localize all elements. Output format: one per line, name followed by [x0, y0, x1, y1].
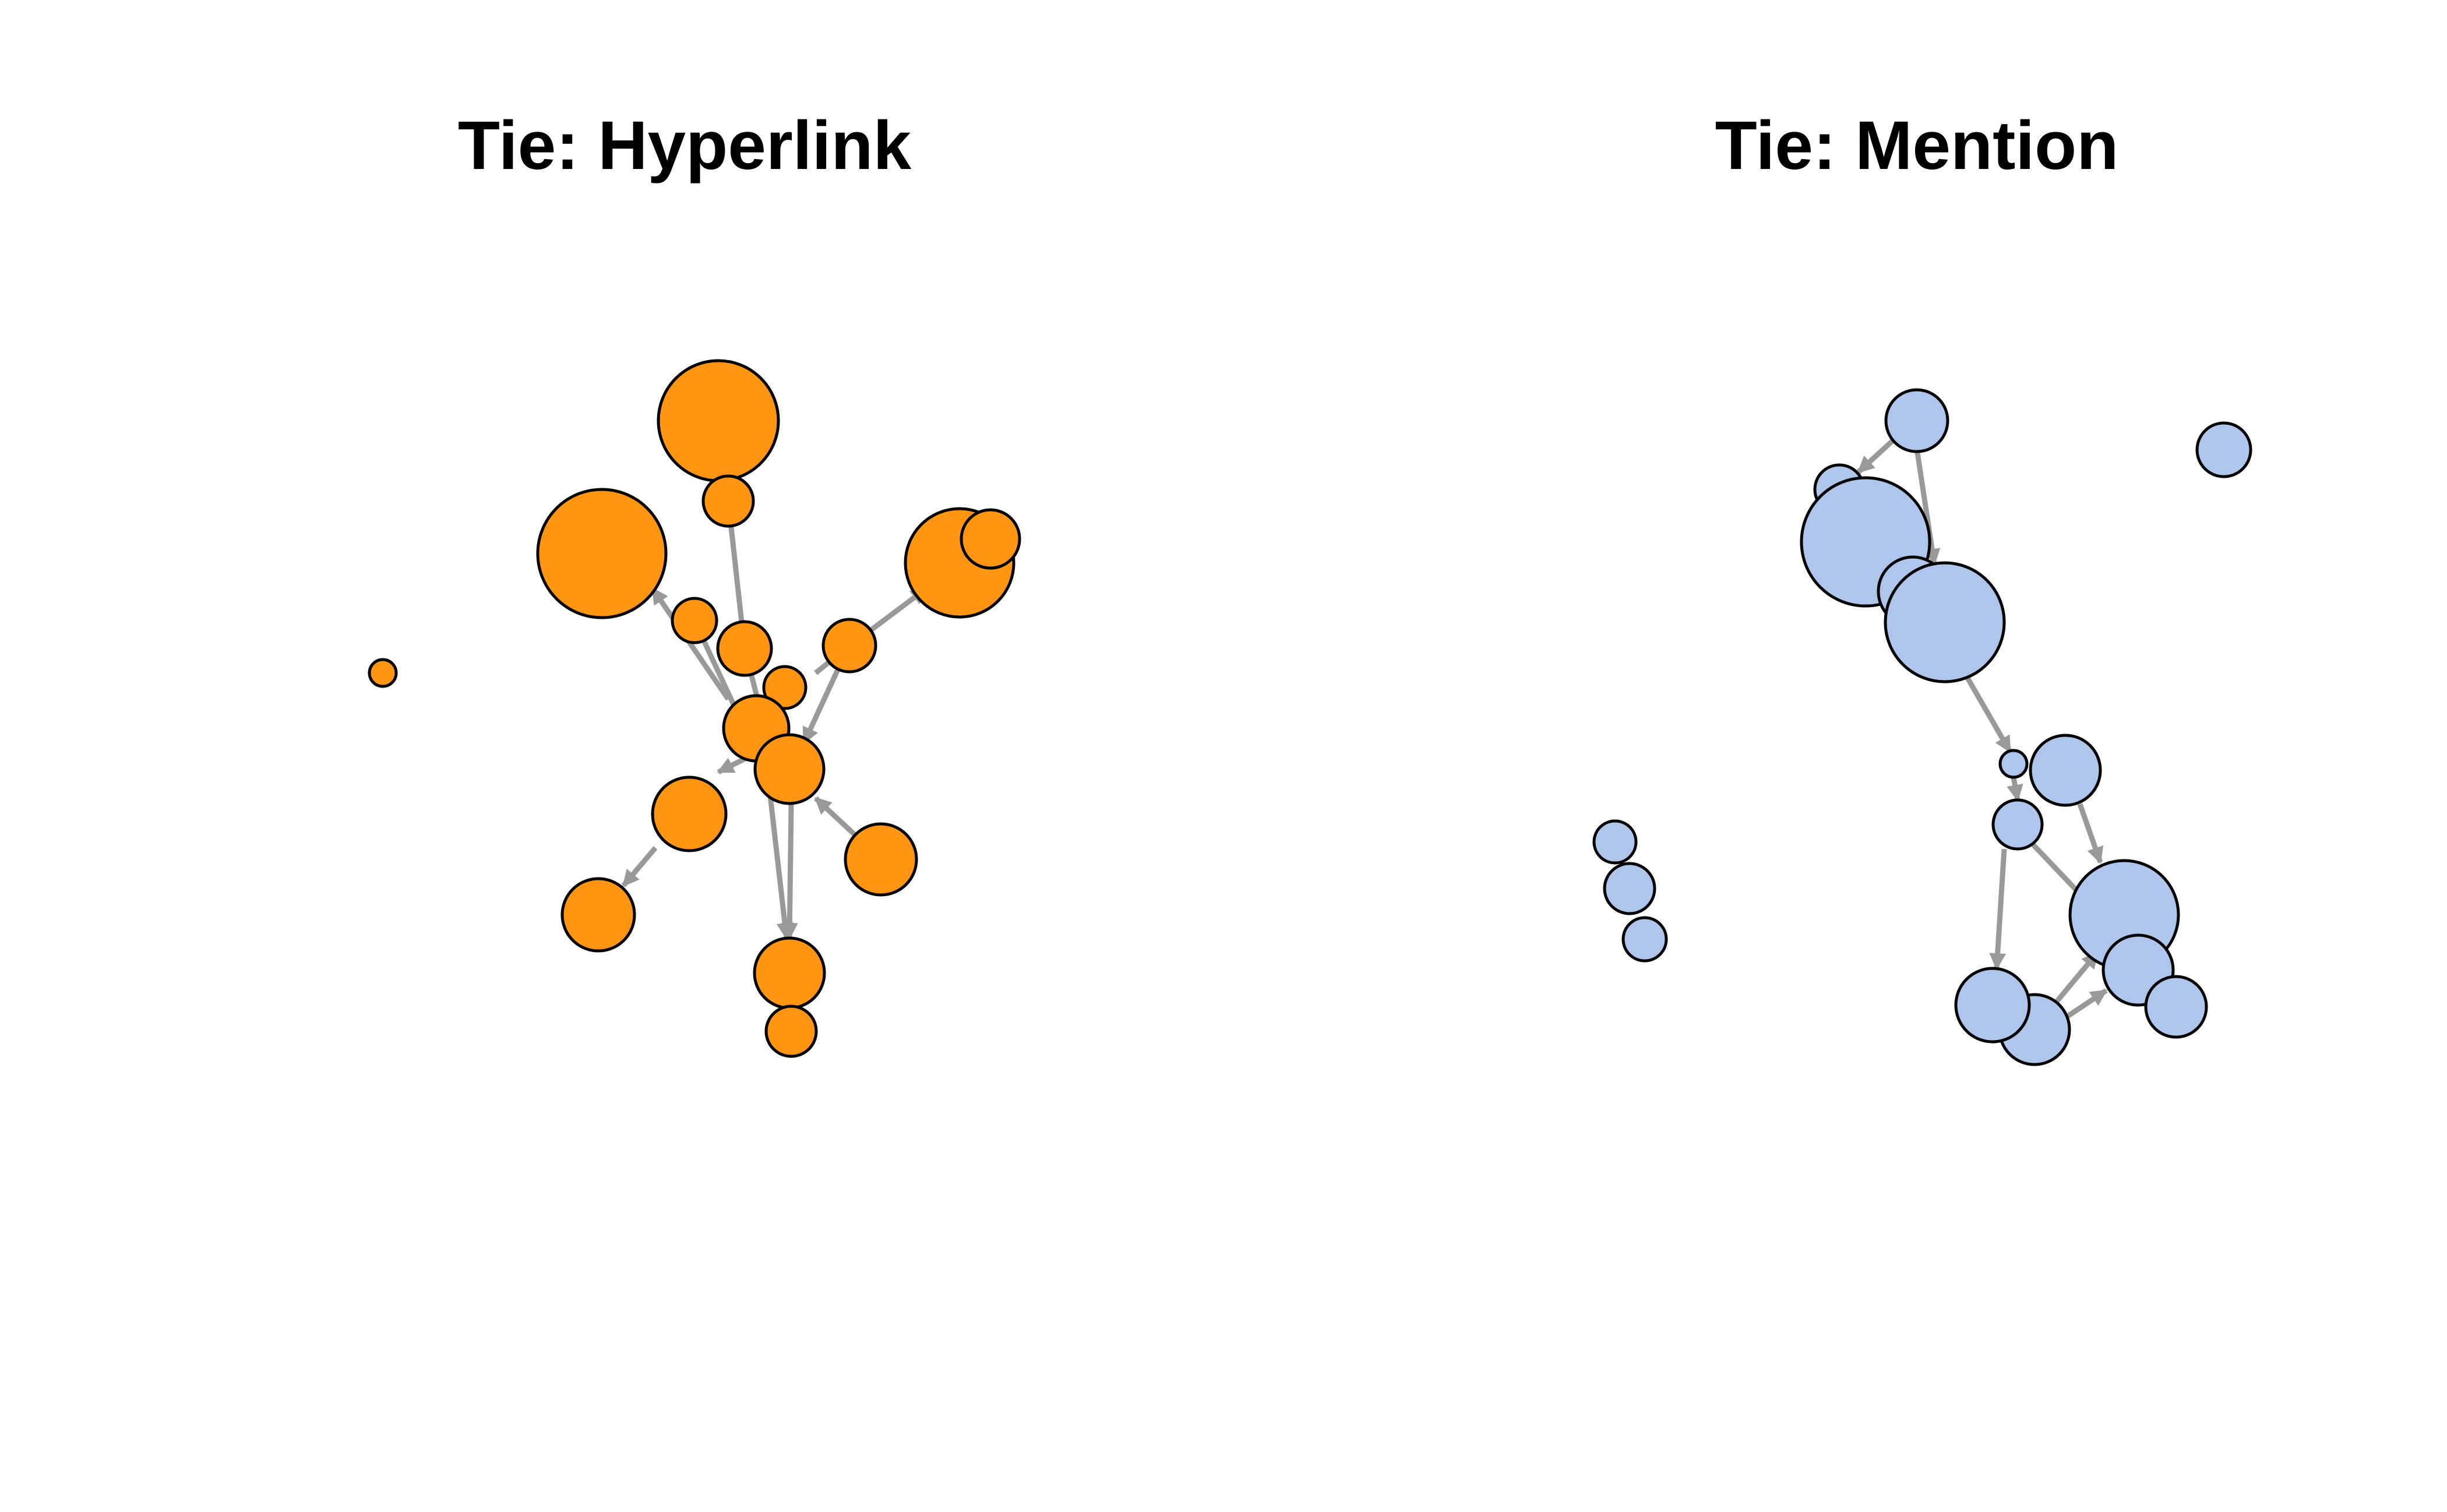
mention-node [1592, 819, 1638, 865]
edges-mention [1856, 438, 2108, 1022]
mention-edge [1964, 674, 2012, 753]
mention-edge [1989, 848, 2007, 970]
hyperlink-edge [650, 587, 731, 701]
mention-node [2144, 975, 2208, 1039]
mention-node [1998, 749, 2029, 779]
mention-edge [1856, 438, 1896, 474]
hyperlink-node [560, 877, 636, 953]
hyperlink-edge [801, 666, 842, 745]
hyperlink-node [960, 508, 1021, 570]
hyperlink-edge [781, 803, 798, 940]
mention-edge [1914, 448, 1941, 566]
mention-node [1621, 916, 1668, 963]
hyperlink-edge [813, 796, 862, 841]
mention-edge [2061, 988, 2108, 1022]
hyperlink-node [844, 822, 918, 897]
hyperlink-node [651, 776, 728, 852]
mention-edge [2077, 803, 2104, 864]
mention-node [2195, 421, 2252, 478]
nodes-hyperlink [368, 359, 1021, 1058]
mention-node [2029, 734, 2102, 807]
hyperlink-node [716, 620, 773, 677]
panel-title-hyperlink: Tie: Hyperlink [458, 107, 912, 184]
hyperlink-node [764, 1005, 818, 1058]
mention-node [1603, 862, 1656, 915]
hyperlink-node [701, 474, 755, 528]
mention-node [1954, 967, 2031, 1044]
hyperlink-node [762, 665, 808, 710]
hyperlink-edge [717, 755, 749, 775]
hyperlink-node [821, 618, 877, 674]
hyperlink-edge [621, 846, 658, 887]
mention-edge [2007, 777, 2023, 802]
mention-edge [2051, 951, 2100, 1007]
nodes-mention [1592, 388, 2252, 1066]
panel-mention: Tie: Mention [1592, 107, 2252, 1066]
mention-node [1884, 561, 2006, 683]
hyperlink-node [536, 488, 668, 619]
hyperlink-node [753, 936, 826, 1010]
mention-node [1991, 798, 2044, 851]
hyperlink-node [753, 733, 826, 805]
panel-hyperlink: Tie: Hyperlink [368, 107, 1021, 1058]
hyperlink-node [657, 359, 780, 482]
mention-node [1884, 388, 1949, 453]
hyperlink-node [368, 658, 398, 688]
hyperlink-node [671, 597, 718, 644]
panel-title-mention: Tie: Mention [1715, 107, 2119, 184]
